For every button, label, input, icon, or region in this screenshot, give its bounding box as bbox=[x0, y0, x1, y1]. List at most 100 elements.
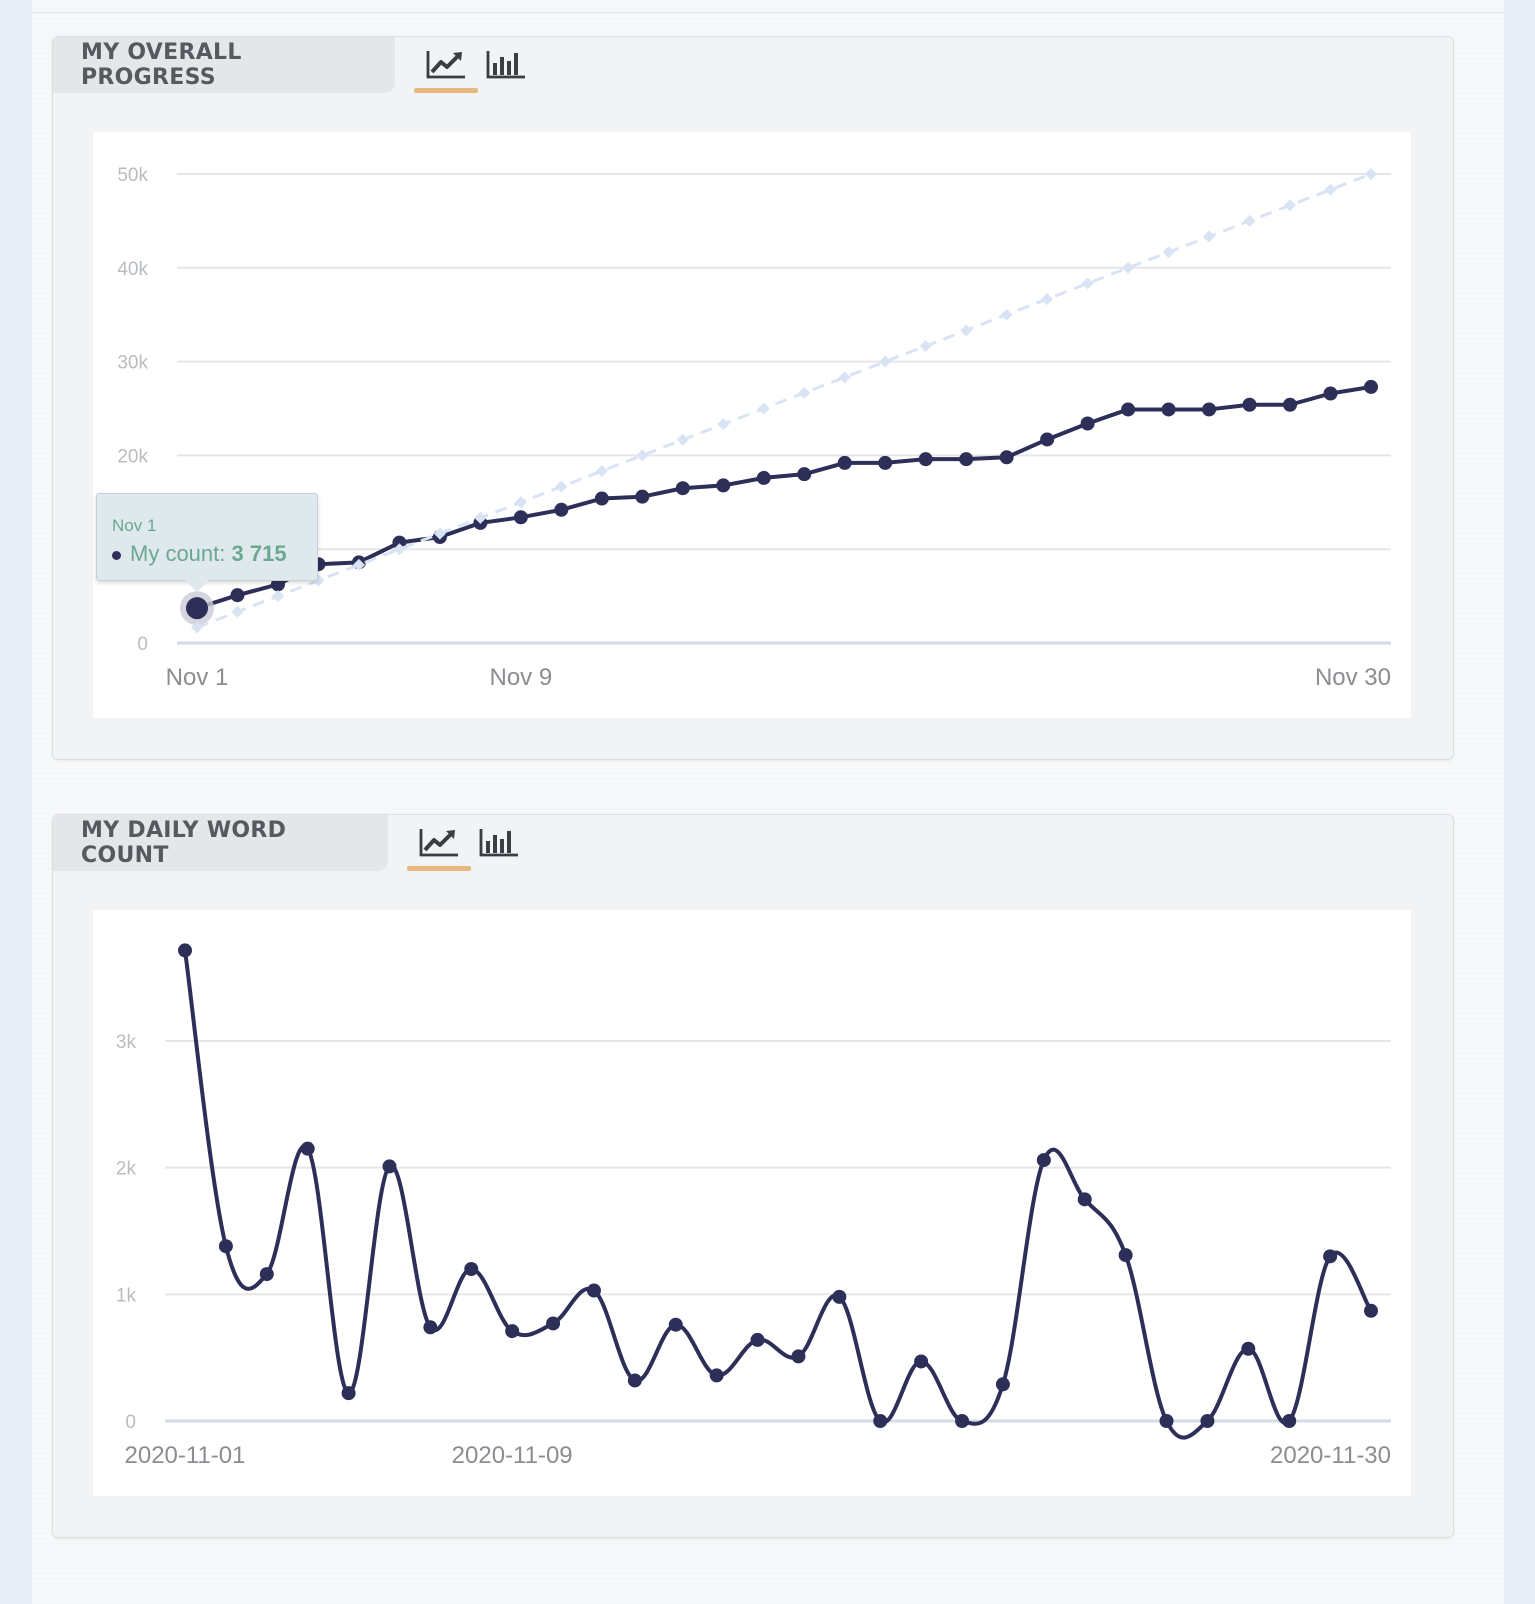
data-point bbox=[1077, 1192, 1092, 1207]
data-point bbox=[627, 1373, 642, 1388]
data-point bbox=[382, 1159, 397, 1174]
data-point bbox=[791, 1349, 806, 1364]
data-point bbox=[995, 1377, 1010, 1392]
bar-chart-toggle[interactable] bbox=[477, 825, 521, 861]
series-dot-icon bbox=[112, 550, 121, 560]
data-point bbox=[878, 455, 893, 470]
overall-progress-chart: 0 20k 30k 40k 50k Nov 1 Nov 9 Nov 30 Nov 1 My c… bbox=[93, 132, 1411, 718]
data-point bbox=[1282, 1414, 1297, 1428]
data-point bbox=[230, 588, 245, 603]
data-point bbox=[513, 510, 528, 525]
target-point bbox=[757, 402, 770, 415]
line-chart-icon bbox=[419, 829, 458, 857]
data-point bbox=[750, 1332, 765, 1347]
data-point bbox=[1200, 1414, 1215, 1428]
data-point bbox=[955, 1414, 970, 1428]
data-point bbox=[914, 1354, 929, 1369]
divider bbox=[32, 12, 1504, 13]
y-tick-label: 40k bbox=[117, 259, 148, 280]
target-point bbox=[1081, 277, 1094, 290]
target-point bbox=[1243, 214, 1256, 227]
x-tick-label: 2020-11-01 bbox=[125, 1442, 246, 1469]
daily-word-count-card: MY DAILY WORD COUNT 0 1k 2k 3k 2020-11-01 202… bbox=[52, 814, 1454, 1538]
target-point bbox=[919, 339, 932, 352]
target-point bbox=[312, 574, 325, 587]
card-title: MY OVERALL PROGRESS bbox=[53, 37, 395, 93]
target-point bbox=[393, 543, 406, 556]
data-point bbox=[178, 943, 192, 958]
y-tick-label: 2k bbox=[116, 1159, 137, 1180]
y-tick-label: 20k bbox=[117, 446, 148, 467]
target-series-line bbox=[196, 172, 1372, 629]
data-point bbox=[756, 470, 771, 485]
x-tick-label: 2020-11-30 bbox=[1270, 1442, 1391, 1469]
target-point bbox=[798, 386, 811, 399]
data-point bbox=[341, 1386, 356, 1401]
page: MY OVERALL PROGRESS 0 20k 30k 40k 50k Nov 1 No… bbox=[32, 0, 1504, 1604]
target-point bbox=[879, 355, 892, 368]
data-point bbox=[1364, 1303, 1378, 1318]
data-point bbox=[1121, 402, 1136, 417]
data-point bbox=[392, 535, 407, 550]
overall-progress-card: MY OVERALL PROGRESS 0 20k 30k 40k 50k Nov 1 No… bbox=[52, 36, 1454, 760]
line-chart-icon bbox=[426, 51, 465, 79]
data-point bbox=[1241, 1341, 1256, 1356]
data-point bbox=[959, 452, 974, 467]
bar-chart-toggle[interactable] bbox=[484, 47, 528, 83]
target-point bbox=[474, 511, 487, 524]
target-point bbox=[231, 605, 244, 618]
data-point bbox=[832, 1289, 847, 1304]
line-chart-toggle[interactable] bbox=[407, 825, 471, 871]
y-tick-label: 50k bbox=[117, 165, 148, 186]
data-point bbox=[186, 597, 208, 620]
data-point bbox=[586, 1283, 601, 1298]
target-point bbox=[636, 449, 649, 462]
data-point bbox=[1080, 416, 1095, 431]
target-point bbox=[595, 465, 608, 478]
target-point bbox=[191, 621, 203, 634]
tooltip-label: My count: bbox=[130, 541, 226, 566]
daily-word-count-chart: 0 1k 2k 3k 2020-11-01 2020-11-09 2020-11-30 bbox=[93, 910, 1411, 1496]
target-point bbox=[838, 371, 851, 384]
y-tick-label: 0 bbox=[137, 634, 148, 655]
data-point bbox=[1323, 1249, 1338, 1264]
target-point bbox=[960, 324, 973, 337]
data-point bbox=[1364, 379, 1378, 394]
x-tick-label: Nov 1 bbox=[166, 664, 229, 691]
target-point bbox=[1122, 261, 1135, 274]
tooltip-row: My count: 3 715 bbox=[112, 541, 287, 567]
target-point bbox=[352, 558, 365, 571]
data-point bbox=[1040, 432, 1055, 447]
x-tick-label: Nov 9 bbox=[490, 664, 553, 691]
line-chart-toggle[interactable] bbox=[414, 47, 478, 93]
y-tick-label: 30k bbox=[117, 353, 148, 374]
y-tick-label: 0 bbox=[125, 1412, 136, 1433]
card-title: MY DAILY WORD COUNT bbox=[53, 815, 388, 871]
x-tick-label: Nov 30 bbox=[1315, 664, 1391, 691]
target-point bbox=[1203, 230, 1216, 243]
data-point bbox=[1161, 402, 1176, 417]
data-point bbox=[423, 1320, 438, 1335]
data-point bbox=[218, 1239, 233, 1254]
target-point bbox=[1162, 246, 1175, 259]
tooltip-date: Nov 1 bbox=[112, 516, 157, 535]
data-point bbox=[464, 1262, 479, 1276]
data-point bbox=[797, 467, 812, 482]
daily-count-series-line bbox=[183, 950, 1373, 1440]
data-point bbox=[1036, 1153, 1051, 1168]
overall-progress-svg: 0 20k 30k 40k 50k Nov 1 Nov 9 Nov 30 bbox=[117, 165, 1391, 691]
data-point bbox=[668, 1317, 683, 1332]
data-point bbox=[554, 502, 569, 517]
tooltip-value: 3 715 bbox=[231, 541, 287, 566]
data-point bbox=[709, 1368, 724, 1383]
target-point bbox=[1000, 308, 1013, 321]
target-point bbox=[1324, 183, 1337, 196]
target-point bbox=[1284, 199, 1297, 212]
data-point bbox=[259, 1267, 274, 1282]
data-point bbox=[546, 1316, 561, 1331]
bar-chart-icon bbox=[486, 51, 525, 79]
data-point bbox=[1202, 402, 1217, 417]
target-point bbox=[676, 433, 689, 446]
y-tick-label: 1k bbox=[116, 1285, 137, 1306]
data-point bbox=[1323, 386, 1338, 401]
